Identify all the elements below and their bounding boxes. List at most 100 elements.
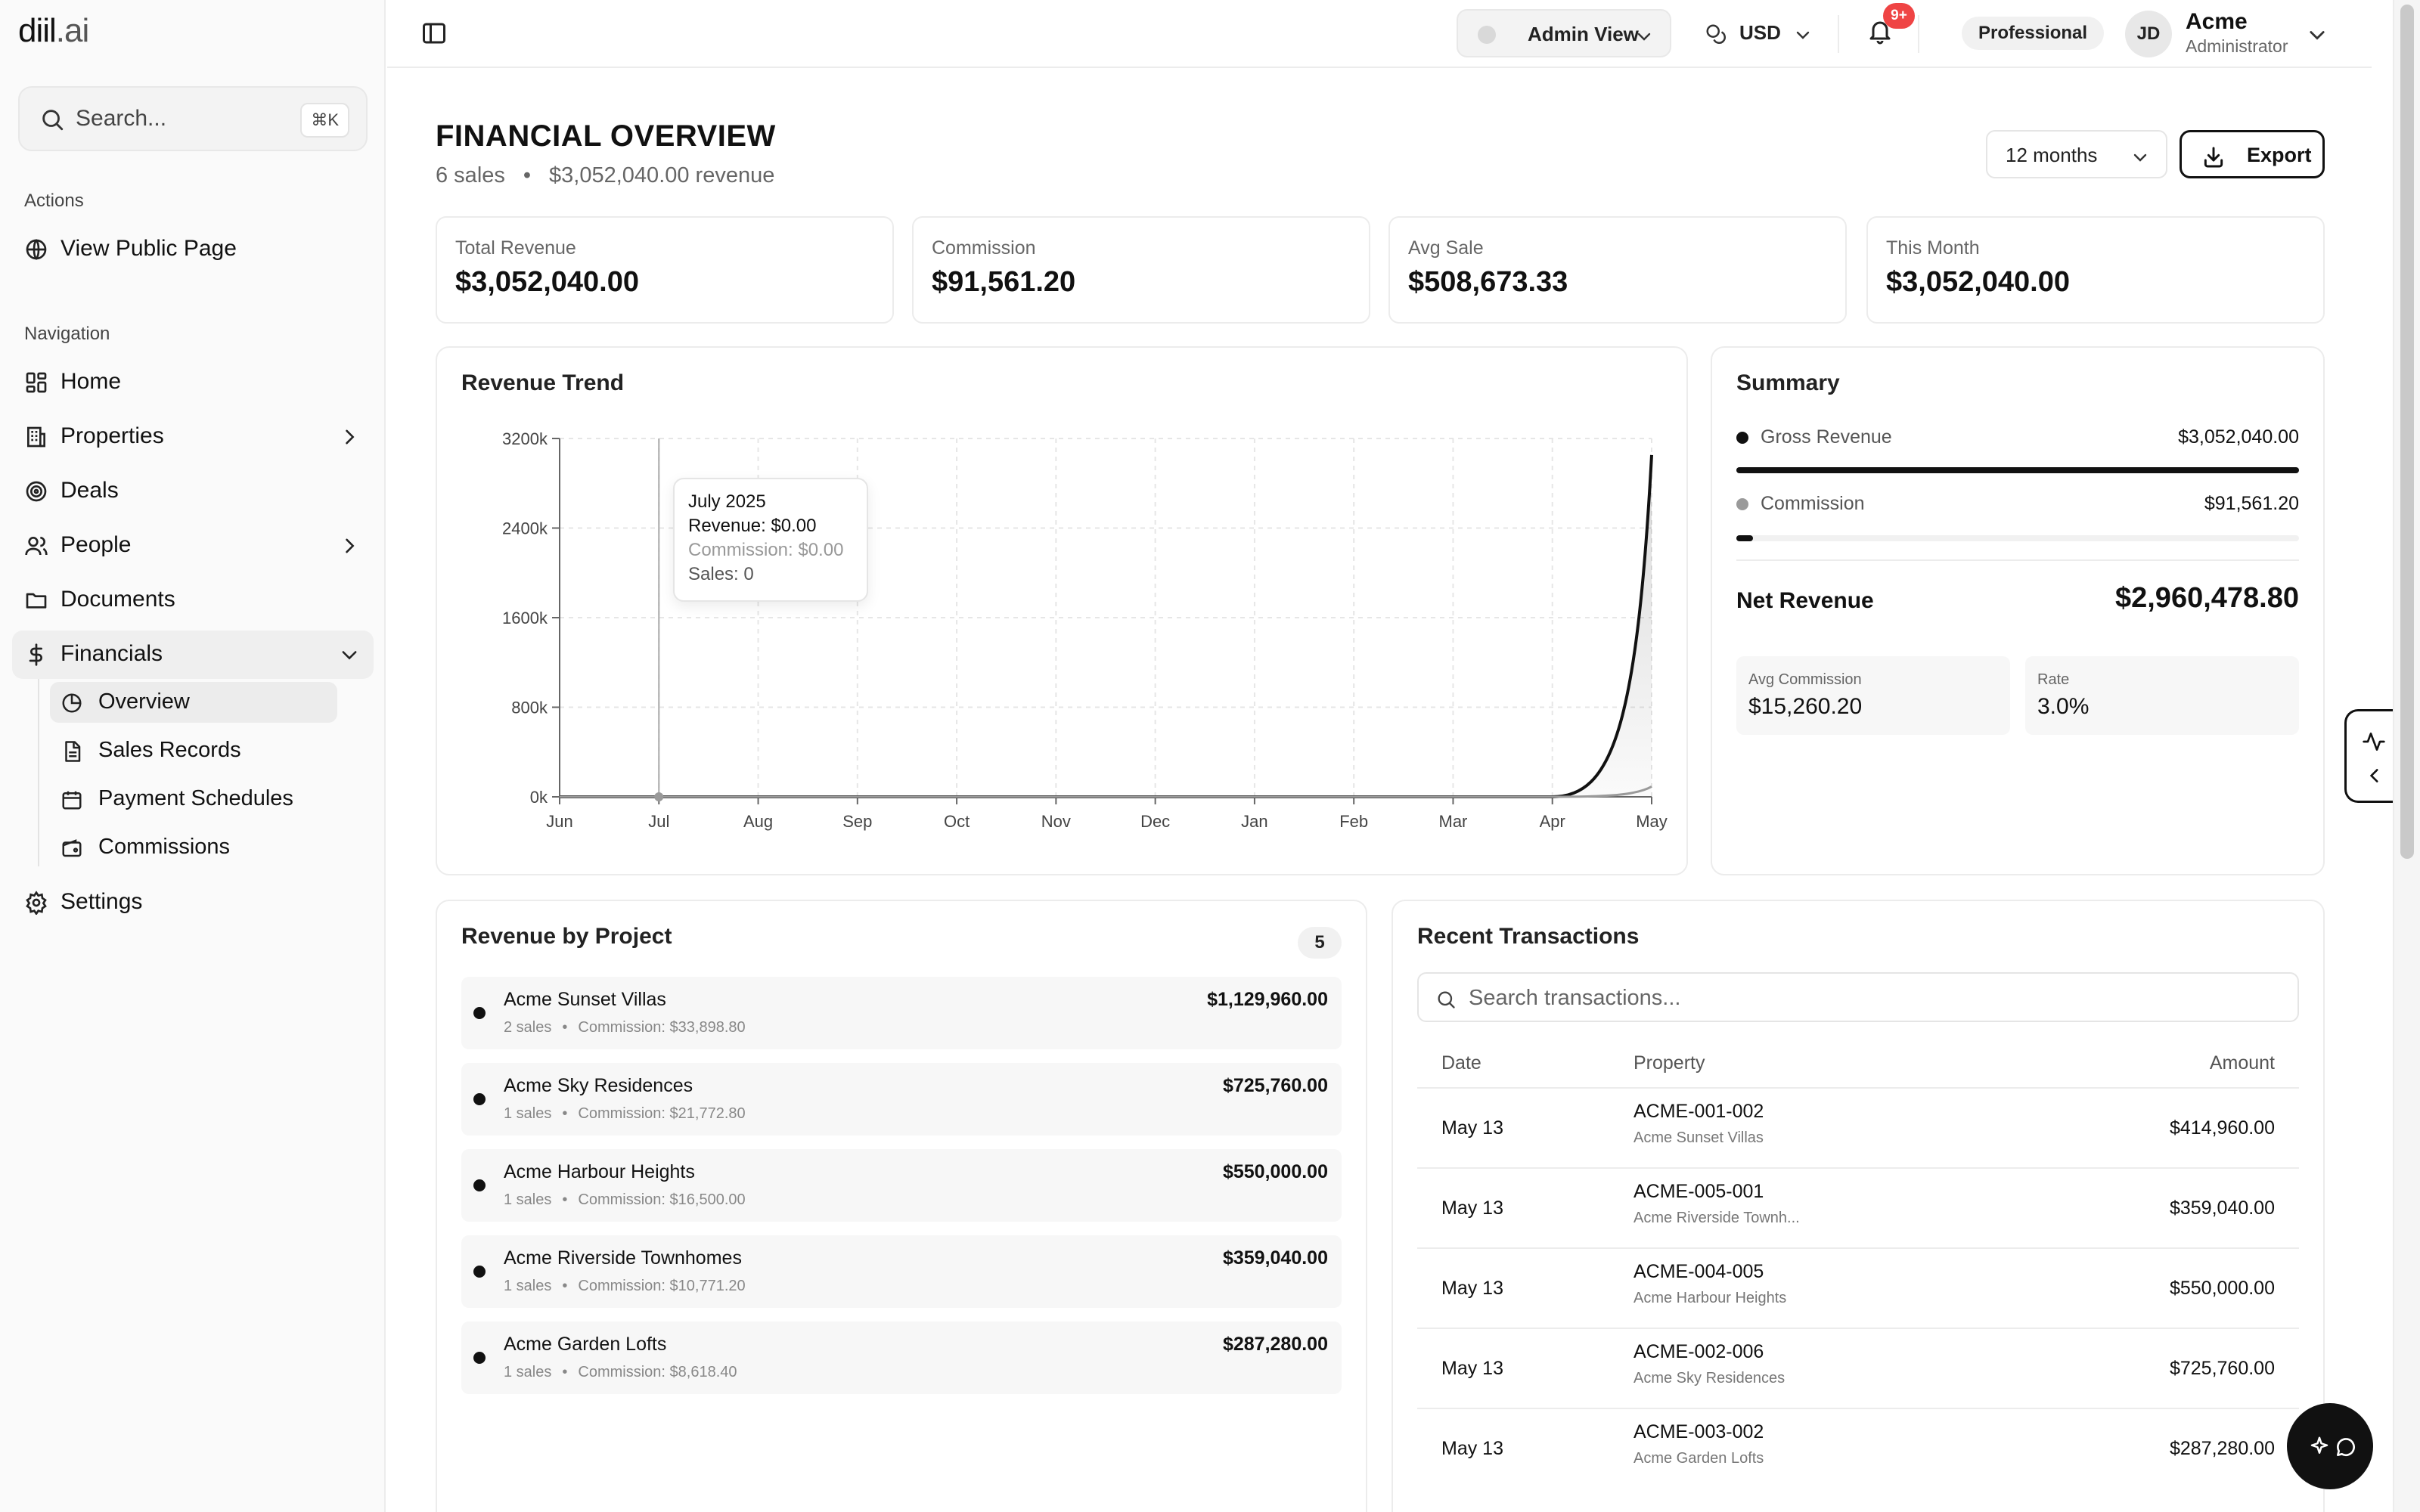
- sidebar-item-financials[interactable]: Financials: [12, 631, 374, 679]
- gross-revenue-value: $3,052,040.00: [2178, 426, 2299, 448]
- project-dot: [473, 1093, 486, 1105]
- topbar-divider: [1838, 15, 1839, 53]
- sidebar-item-documents[interactable]: Documents: [12, 576, 374, 624]
- project-row[interactable]: Acme Sky Residences 1 sales • Commission: …: [461, 1063, 1342, 1136]
- avatar[interactable]: JD: [2125, 11, 2172, 57]
- summary-title: Summary: [1736, 370, 1840, 395]
- transaction-code: ACME-001-002: [1634, 1101, 1764, 1122]
- submenu-item-label: Payment Schedules: [98, 786, 293, 810]
- submenu-item-label: Overview: [98, 689, 190, 714]
- chevron-down-icon: [1635, 27, 1653, 45]
- net-revenue-value: $2,960,478.80: [2114, 582, 2299, 614]
- project-count-badge: 5: [1298, 927, 1342, 959]
- project-row[interactable]: Acme Riverside Townhomes 1 sales • Commiss…: [461, 1235, 1342, 1308]
- transaction-date: May 13: [1441, 1278, 1503, 1299]
- tooltip-title: July 2025: [688, 491, 766, 512]
- project-name: Acme Garden Lofts: [504, 1334, 667, 1355]
- scrollbar-thumb[interactable]: [2400, 5, 2414, 859]
- sidebar-item-label: Settings: [60, 889, 143, 914]
- search-icon: [39, 107, 65, 132]
- export-button[interactable]: Export: [2180, 130, 2325, 178]
- transactions-search-input[interactable]: Search transactions...: [1417, 972, 2299, 1022]
- table-row[interactable]: May 13 ACME-001-002 Acme Sunset Villas $…: [1417, 1089, 2299, 1169]
- transaction-property: Acme Harbour Heights: [1634, 1290, 1787, 1306]
- avg-commission-value: $15,260.20: [1748, 694, 1863, 719]
- folder-icon: [24, 588, 48, 612]
- transaction-date: May 13: [1441, 1117, 1503, 1139]
- sidebar-item-label: Deals: [60, 478, 119, 503]
- search-shortcut: ⌘K: [300, 103, 349, 138]
- stat-value: $3,052,040.00: [455, 266, 640, 298]
- chart-tooltip: July 2025 Revenue: $0.00 Commission: $0.…: [673, 478, 868, 602]
- admin-view-label: Admin View: [1528, 23, 1639, 45]
- sidebar-item-label: Financials: [60, 641, 163, 666]
- project-amount: $287,280.00: [1222, 1334, 1328, 1355]
- user-name[interactable]: Acme: [2186, 9, 2248, 34]
- assistant-chat-button[interactable]: [2287, 1403, 2373, 1489]
- summary-card: Summary: [1711, 346, 2325, 875]
- transaction-date: May 13: [1441, 1438, 1503, 1459]
- stat-card-avg-sale: Avg Sale $508,673.33: [1388, 216, 1847, 324]
- submenu-item-sales-records[interactable]: Sales Records: [50, 730, 337, 771]
- period-select[interactable]: 12 months: [1986, 130, 2167, 178]
- admin-view-selector[interactable]: Admin View: [1457, 9, 1671, 57]
- column-header-date[interactable]: Date: [1441, 1052, 1481, 1074]
- transaction-amount: $287,280.00: [2169, 1438, 2275, 1459]
- sidebar-search[interactable]: Search... ⌘K: [18, 86, 368, 151]
- project-row[interactable]: Acme Garden Lofts 1 sales • Commission: $8…: [461, 1321, 1342, 1394]
- stat-label: Total Revenue: [455, 237, 576, 259]
- submenu-item-commissions[interactable]: Commissions: [50, 827, 337, 868]
- chevron-left-icon: [2365, 766, 2384, 785]
- project-amount: $725,760.00: [1222, 1075, 1328, 1096]
- table-row[interactable]: May 13 ACME-004-005 Acme Harbour Heights…: [1417, 1249, 2299, 1329]
- project-row[interactable]: Acme Harbour Heights 1 sales • Commission:…: [461, 1149, 1342, 1222]
- separator-dot: •: [562, 1105, 568, 1122]
- target-icon: [24, 479, 48, 503]
- project-row[interactable]: Acme Sunset Villas 2 sales • Commission: $…: [461, 977, 1342, 1049]
- avg-commission-label: Avg Commission: [1748, 671, 1862, 688]
- currency-selector[interactable]: USD: [1696, 9, 1832, 57]
- bell-icon[interactable]: [1866, 17, 1894, 47]
- sidebar-item-people[interactable]: People: [12, 522, 374, 570]
- sidebar-item-properties[interactable]: Properties: [12, 413, 374, 461]
- table-row[interactable]: May 13 ACME-005-001 Acme Riverside Townh…: [1417, 1169, 2299, 1249]
- file-icon: [60, 740, 83, 763]
- brand-logo[interactable]: diil.ai: [18, 12, 89, 49]
- transaction-date: May 13: [1441, 1198, 1503, 1219]
- submenu-item-label: Commissions: [98, 835, 231, 859]
- column-header-amount[interactable]: Amount: [2209, 1052, 2275, 1074]
- activity-panel-tab[interactable]: [2344, 709, 2402, 803]
- chevron-right-icon: [339, 426, 360, 448]
- submenu-item-overview[interactable]: Overview: [50, 682, 337, 723]
- table-row[interactable]: May 13 ACME-002-006 Acme Sky Residences …: [1417, 1329, 2299, 1409]
- project-sales: 1 sales: [504, 1191, 552, 1208]
- sidebar-item-settings[interactable]: Settings: [12, 878, 374, 927]
- gear-icon: [24, 891, 48, 915]
- stat-card-total-revenue: Total Revenue $3,052,040.00: [436, 216, 894, 324]
- sidebar-item-home[interactable]: Home: [12, 358, 374, 407]
- project-sales: 1 sales: [504, 1278, 552, 1294]
- table-row[interactable]: May 13 ACME-003-002 Acme Garden Lofts $2…: [1417, 1409, 2299, 1489]
- sidebar-item-deals[interactable]: Deals: [12, 467, 374, 516]
- transactions-search-placeholder: Search transactions...: [1469, 986, 1681, 1010]
- project-commission: Commission: $16,500.00: [578, 1191, 746, 1208]
- revenue-trend-title: Revenue Trend: [461, 370, 625, 395]
- view-public-page-link[interactable]: View Public Page: [12, 225, 374, 274]
- building-icon: [24, 425, 48, 449]
- separator-dot: •: [523, 163, 532, 187]
- transaction-property: Acme Garden Lofts: [1634, 1450, 1764, 1467]
- sidebar-toggle-icon[interactable]: [420, 20, 448, 47]
- view-public-page-label: View Public Page: [60, 236, 237, 261]
- project-dot: [473, 1007, 486, 1019]
- column-header-property[interactable]: Property: [1634, 1052, 1705, 1074]
- avg-commission-box: Avg Commission $15,260.20: [1736, 656, 2010, 735]
- transaction-date: May 13: [1441, 1358, 1503, 1379]
- chevron-down-icon: [2131, 148, 2149, 166]
- submenu-item-payment-schedules[interactable]: Payment Schedules: [50, 779, 337, 820]
- user-menu-chevron-icon[interactable]: [2307, 24, 2328, 45]
- grid-icon: [24, 370, 48, 395]
- commission-bar-fill: [1736, 535, 1754, 541]
- sidebar-item-label: Documents: [60, 587, 175, 612]
- activity-icon: [2362, 730, 2386, 754]
- export-label: Export: [2247, 144, 2312, 166]
